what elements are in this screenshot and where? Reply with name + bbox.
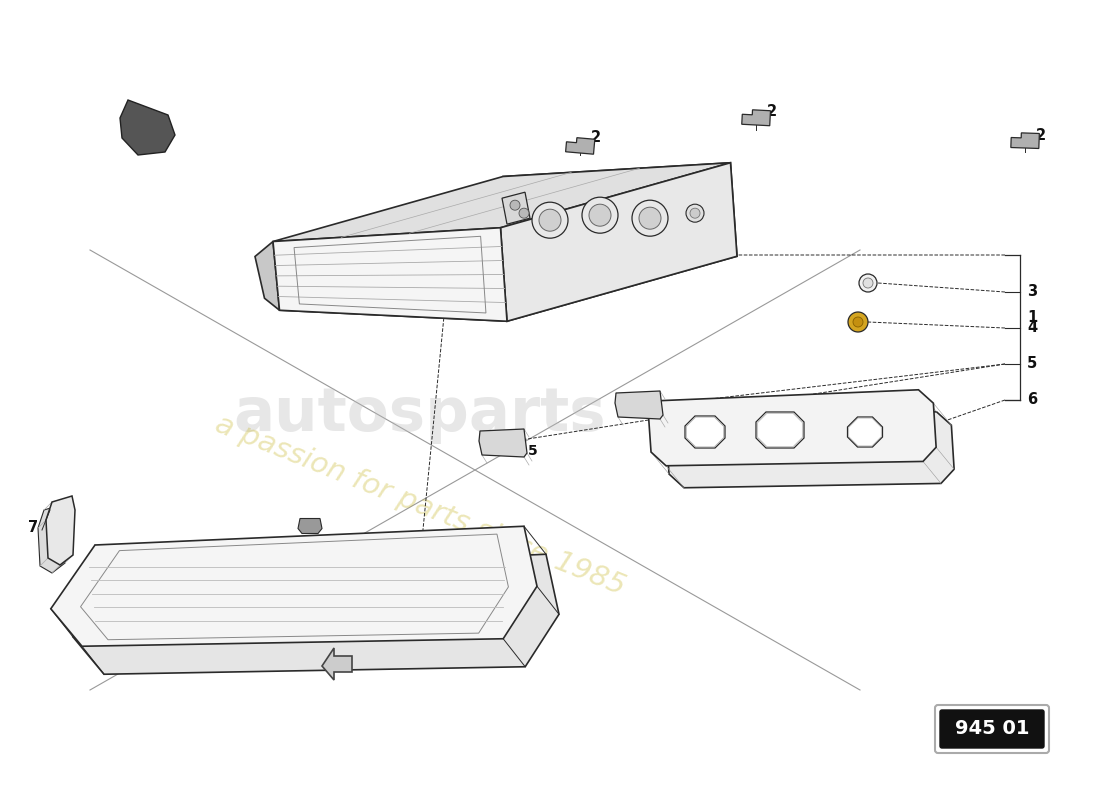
Polygon shape — [756, 412, 804, 448]
Text: 2: 2 — [767, 105, 777, 119]
Circle shape — [539, 209, 561, 231]
FancyBboxPatch shape — [935, 705, 1049, 753]
Polygon shape — [279, 246, 737, 322]
Text: 3: 3 — [1027, 285, 1037, 299]
FancyBboxPatch shape — [940, 710, 1044, 748]
Polygon shape — [565, 138, 595, 154]
Text: 7: 7 — [28, 519, 38, 534]
Circle shape — [519, 208, 529, 218]
Circle shape — [582, 197, 618, 233]
Text: 5: 5 — [1027, 357, 1037, 371]
Text: 1: 1 — [1027, 310, 1037, 325]
Text: a passion for parts since 1985: a passion for parts since 1985 — [211, 410, 629, 600]
Circle shape — [864, 278, 873, 288]
Polygon shape — [478, 429, 527, 457]
Text: 5: 5 — [528, 444, 538, 458]
Polygon shape — [120, 100, 175, 155]
Polygon shape — [741, 110, 770, 126]
Polygon shape — [73, 554, 559, 674]
Polygon shape — [667, 412, 954, 488]
Polygon shape — [255, 242, 279, 310]
Polygon shape — [649, 390, 936, 466]
Text: 2: 2 — [1036, 127, 1046, 142]
Circle shape — [859, 274, 877, 292]
Polygon shape — [298, 518, 322, 534]
Polygon shape — [273, 228, 507, 322]
Polygon shape — [503, 162, 737, 256]
Polygon shape — [847, 417, 882, 447]
Polygon shape — [1011, 133, 1040, 149]
Polygon shape — [615, 391, 663, 419]
Text: 4: 4 — [1027, 321, 1037, 335]
Circle shape — [632, 200, 668, 236]
Text: 5: 5 — [666, 407, 674, 421]
Polygon shape — [502, 192, 530, 224]
Text: 945 01: 945 01 — [955, 719, 1030, 738]
Circle shape — [690, 208, 700, 218]
Circle shape — [686, 204, 704, 222]
Polygon shape — [685, 416, 725, 448]
Circle shape — [588, 204, 610, 226]
Polygon shape — [39, 504, 67, 573]
Text: 2: 2 — [591, 130, 601, 146]
Circle shape — [510, 200, 520, 210]
Text: 6: 6 — [1027, 393, 1037, 407]
Polygon shape — [500, 162, 737, 322]
Text: autosparts: autosparts — [233, 386, 606, 445]
Polygon shape — [51, 526, 537, 646]
Polygon shape — [46, 496, 75, 565]
Polygon shape — [273, 162, 730, 242]
Circle shape — [639, 207, 661, 229]
Circle shape — [848, 312, 868, 332]
Polygon shape — [649, 401, 680, 437]
Circle shape — [852, 317, 864, 327]
Polygon shape — [322, 648, 352, 680]
Circle shape — [532, 202, 568, 238]
